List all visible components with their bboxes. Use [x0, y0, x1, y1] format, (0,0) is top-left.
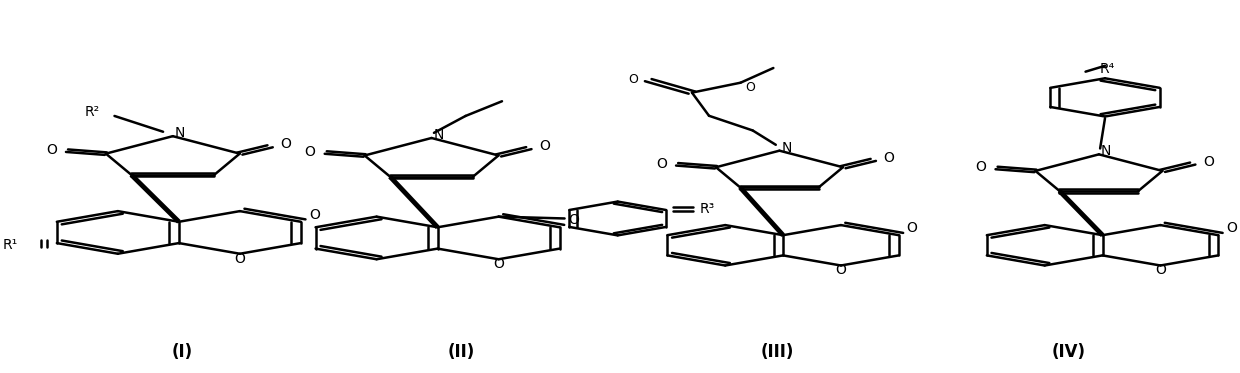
Text: R⁴: R⁴ [1100, 62, 1115, 76]
Text: O: O [568, 213, 579, 227]
Text: O: O [656, 157, 667, 170]
Text: (III): (III) [761, 343, 794, 361]
Text: R²: R² [86, 104, 100, 119]
Text: O: O [629, 72, 639, 85]
Text: O: O [1226, 221, 1238, 235]
Text: O: O [976, 160, 986, 174]
Text: N: N [781, 141, 792, 155]
Text: O: O [884, 151, 894, 165]
Text: O: O [305, 145, 315, 159]
Text: (I): (I) [171, 343, 192, 361]
Text: R³: R³ [701, 202, 715, 216]
Text: O: O [745, 81, 755, 94]
Text: O: O [539, 139, 551, 153]
Text: O: O [280, 137, 291, 151]
Text: N: N [1101, 144, 1111, 159]
Text: O: O [836, 263, 847, 277]
Text: O: O [234, 251, 246, 266]
Text: O: O [46, 143, 57, 157]
Text: R¹: R¹ [2, 238, 17, 252]
Text: O: O [309, 208, 320, 222]
Text: (II): (II) [448, 343, 475, 361]
Text: N: N [434, 128, 444, 142]
Text: N: N [175, 126, 185, 140]
Text: (IV): (IV) [1052, 343, 1086, 361]
Text: O: O [906, 221, 918, 235]
Text: O: O [1154, 263, 1166, 277]
Text: O: O [1203, 155, 1214, 169]
Text: O: O [494, 257, 505, 271]
